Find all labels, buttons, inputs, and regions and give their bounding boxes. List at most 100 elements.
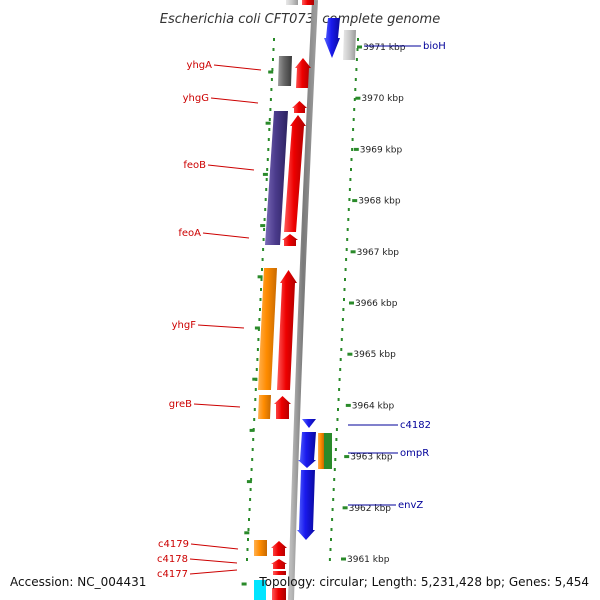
dot-left: [256, 348, 259, 351]
dot-left: [259, 298, 262, 301]
dot-right: [338, 388, 341, 391]
ruler-tick: [347, 352, 353, 356]
gene-yhgA-red: [295, 58, 311, 88]
gene-c4179-red: [271, 541, 287, 556]
dot-left: [249, 488, 252, 491]
ruler-minor-tick: [262, 172, 268, 176]
dot-right: [347, 218, 350, 221]
gene-leader-feoB: [207, 164, 255, 171]
dot-right: [334, 458, 337, 461]
dot-left: [261, 268, 263, 271]
dot-left: [269, 108, 272, 111]
dot-right: [350, 168, 352, 171]
dot-left: [267, 148, 270, 151]
ruler-tick: [342, 506, 348, 510]
gene-leader-yhgF: [197, 324, 245, 329]
dot-right: [340, 348, 343, 351]
dot-left: [264, 208, 267, 211]
gene-leader-c4177: [189, 569, 238, 575]
ruler-minor-tick: [244, 531, 250, 535]
dot-left: [265, 178, 268, 181]
gene-label-yhgA: yhgA: [187, 60, 213, 71]
gene-feoA-red: [282, 234, 298, 246]
dot-right: [340, 338, 343, 341]
dot-right: [353, 108, 356, 111]
ruler-tick: [357, 45, 362, 49]
dot-right: [341, 328, 344, 331]
ruler-minor-tick: [246, 480, 252, 484]
gene-bottom-cyan: [254, 580, 266, 600]
dot-right: [356, 48, 359, 51]
dot-left: [251, 448, 254, 451]
label-leaders: yhgA yhgG feoB feoA yhgF greB c4179 c4178 c4177 b…: [157, 41, 446, 580]
map-title: Escherichia coli CFT073, complete genome: [160, 12, 440, 27]
ruler-label: 3969 kbp: [360, 145, 403, 155]
gene-c4178-red: [271, 559, 287, 569]
gene-greB-red: [274, 396, 291, 419]
dot-right: [344, 278, 346, 281]
dot-left: [254, 388, 257, 391]
ruler-tick: [341, 557, 346, 561]
gene-label-yhgG: yhgG: [183, 93, 209, 104]
ruler-minor-tick: [249, 428, 255, 432]
dot-right: [335, 438, 338, 441]
dot-left: [262, 248, 265, 251]
dot-right: [355, 58, 358, 61]
gene-greB: [258, 395, 271, 419]
gene-ompR-orange: [318, 433, 324, 469]
ruler-tick: [350, 250, 356, 254]
dot-right: [353, 98, 356, 101]
dot-left: [263, 218, 266, 221]
ruler-minor-tick: [260, 224, 266, 228]
dot-right: [351, 138, 354, 141]
dot-right: [355, 68, 358, 71]
gene-label-c4177: c4177: [157, 569, 188, 580]
dot-left: [257, 338, 260, 341]
gene-c4182: [302, 419, 316, 428]
dot-left: [266, 168, 269, 171]
dot-left: [255, 368, 258, 371]
dot-right: [330, 538, 332, 541]
dot-right: [357, 38, 359, 41]
gene-leader-yhgA: [213, 64, 262, 71]
ruler-minor-tick: [241, 582, 247, 586]
dot-right: [333, 468, 336, 471]
ruler-minor-tick: [268, 70, 274, 74]
gene-yhgG-red: [292, 101, 307, 113]
ruler-label: 3962 kbp: [349, 504, 392, 514]
dot-left: [268, 128, 271, 131]
dot-right: [334, 448, 337, 451]
dot-right: [338, 378, 341, 381]
gene-label-c4178: c4178: [157, 554, 188, 565]
dot-right: [331, 508, 334, 511]
dot-right: [348, 188, 351, 191]
gene-ompR-green: [324, 433, 332, 469]
gene-label-envZ: envZ: [398, 500, 423, 511]
dot-right: [330, 528, 333, 531]
dot-left: [248, 508, 251, 511]
dot-right: [337, 398, 340, 401]
dot-left: [272, 58, 274, 61]
dot-left: [268, 118, 271, 121]
gene-label-bioH: bioH: [423, 41, 446, 52]
dot-right: [350, 158, 353, 161]
accession-label: Accession: NC_004431: [10, 575, 146, 589]
dot-left: [249, 498, 252, 501]
dot-right: [339, 368, 342, 371]
ruler-tick: [349, 301, 354, 305]
dot-right: [348, 198, 351, 201]
dot-left: [246, 548, 249, 551]
ruler-tick: [353, 147, 359, 151]
dot-left: [265, 188, 268, 191]
dot-left: [269, 98, 272, 101]
dot-left: [254, 398, 257, 401]
dot-left: [270, 88, 273, 91]
gene-feoB: [265, 111, 288, 245]
ruler-minor-tick: [254, 326, 260, 330]
dot-right: [351, 148, 354, 151]
ruler-label: 3966 kbp: [355, 299, 398, 309]
gene-bottom-red: [272, 588, 286, 600]
gene-top-partial: [302, 0, 314, 5]
dot-left: [273, 38, 275, 41]
